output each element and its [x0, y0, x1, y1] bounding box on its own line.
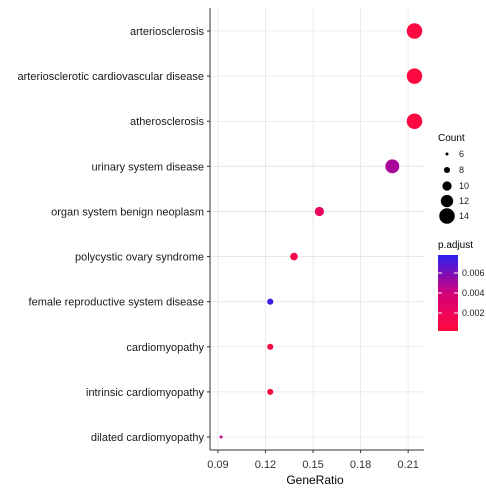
p-adjust-legend: p.adjust 0.006 0.004 0.002: [438, 240, 485, 331]
y-tick-label: intrinsic cardiomyopathy: [86, 387, 204, 399]
p-adjust-legend-title: p.adjust: [438, 240, 473, 251]
y-tick-label: female reproductive system disease: [29, 297, 204, 309]
count-legend-label: 12: [459, 196, 469, 206]
x-tick-label: 0.15: [302, 459, 323, 471]
data-point: [267, 388, 274, 395]
data-point: [267, 298, 274, 305]
x-axis-title: GeneRatio: [286, 473, 344, 487]
count-legend-label: 14: [459, 211, 469, 221]
y-tick-label: polycystic ovary syndrome: [75, 252, 204, 264]
y-tick-label: organ system benign neoplasm: [51, 206, 204, 218]
plot-axes: [207, 8, 424, 453]
count-legend-label: 10: [459, 181, 469, 191]
y-tick-label: dilated cardiomyopathy: [91, 432, 205, 444]
x-tick-label: 0.12: [255, 459, 276, 471]
x-tick-label: 0.18: [350, 459, 371, 471]
p-adjust-legend-label: 0.004: [462, 288, 485, 298]
y-tick-label: arteriosclerotic cardiovascular disease: [18, 71, 204, 83]
y-tick-label: cardiomyopathy: [126, 342, 204, 354]
data-point: [290, 252, 298, 261]
y-tick-label: atherosclerosis: [130, 116, 204, 128]
data-point: [406, 68, 423, 84]
count-legend-key: [445, 152, 449, 156]
x-tick-label: 0.21: [397, 459, 418, 471]
x-tick-labels: 0.09 0.12 0.15 0.18 0.21: [207, 459, 419, 471]
data-point: [385, 159, 400, 174]
x-tick-label: 0.09: [207, 459, 228, 471]
p-adjust-colorbar: [438, 255, 458, 331]
count-legend-label: 6: [459, 149, 464, 159]
data-point: [406, 23, 423, 39]
count-legend-key: [442, 181, 452, 191]
count-legend-key: [440, 194, 454, 208]
data-point: [314, 206, 324, 217]
p-adjust-legend-label: 0.006: [462, 268, 485, 278]
count-legend-label: 8: [459, 165, 464, 175]
data-point: [219, 435, 223, 439]
y-tick-label: urinary system disease: [92, 161, 205, 173]
plot-points: [219, 23, 423, 439]
y-tick-label: arteriosclerosis: [130, 26, 204, 38]
data-point: [267, 343, 274, 350]
p-adjust-legend-label: 0.002: [462, 308, 485, 318]
y-tick-labels: arteriosclerosis arteriosclerotic cardiov…: [18, 26, 205, 444]
plot-grid: [210, 8, 424, 450]
count-legend-key: [443, 166, 451, 174]
count-legend-key: [439, 208, 455, 224]
count-legend-title: Count: [438, 133, 465, 144]
data-point: [406, 113, 423, 129]
count-legend: Count 6 8 10 12 14: [438, 133, 469, 224]
